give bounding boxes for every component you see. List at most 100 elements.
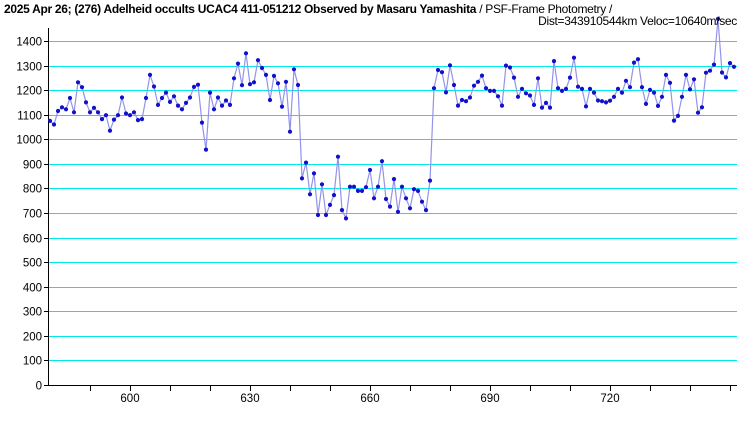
data-point <box>399 184 405 189</box>
data-point <box>131 110 137 115</box>
chart-subtitle: Dist=343910544km Veloc=10640m/sec <box>538 14 737 28</box>
data-point <box>603 100 609 105</box>
data-point <box>331 193 337 198</box>
data-point <box>639 85 645 90</box>
data-point <box>455 103 461 108</box>
y-tick-label-300: 300 <box>23 307 42 319</box>
data-point <box>207 90 213 95</box>
data-point <box>715 16 721 21</box>
data-point <box>567 75 573 80</box>
y-tick-label-1000: 1000 <box>16 135 42 147</box>
data-point <box>575 84 581 89</box>
data-point <box>555 86 561 91</box>
data-point <box>195 82 201 87</box>
data-point <box>107 128 113 133</box>
data-point <box>451 82 457 88</box>
data-point <box>135 118 141 123</box>
data-point <box>431 86 437 91</box>
data-point <box>111 117 117 122</box>
data-point <box>583 104 589 109</box>
data-point <box>299 176 305 181</box>
y-tick-label-1400: 1400 <box>16 37 42 49</box>
data-point <box>415 188 421 193</box>
data-point <box>623 78 629 83</box>
data-point <box>631 60 637 65</box>
data-point <box>311 171 317 176</box>
data-point <box>155 102 161 107</box>
data-point <box>251 80 257 85</box>
data-point <box>175 103 181 108</box>
data-point <box>211 107 217 112</box>
y-tick-label-1300: 1300 <box>16 62 42 74</box>
data-point <box>535 76 541 81</box>
data-point <box>115 113 121 118</box>
data-point <box>479 73 485 78</box>
data-point <box>87 110 93 115</box>
y-tick-label-900: 900 <box>23 160 42 172</box>
data-point <box>287 129 293 134</box>
data-point <box>79 85 85 90</box>
data-point <box>143 95 149 101</box>
data-point <box>319 182 325 187</box>
data-point <box>691 77 697 82</box>
data-point <box>475 79 481 84</box>
data-point <box>223 98 229 103</box>
data-point <box>71 110 77 115</box>
data-point <box>667 80 673 85</box>
data-point <box>627 85 633 90</box>
data-point <box>55 108 61 114</box>
x-tick-label-630: 630 <box>240 393 259 405</box>
data-point <box>383 196 389 202</box>
data-point <box>427 178 433 183</box>
data-point <box>151 84 157 89</box>
data-point <box>571 55 577 60</box>
data-point <box>215 95 221 100</box>
data-point <box>295 82 301 88</box>
data-point <box>443 90 449 95</box>
x-axis-ticks: 600 630 660 690 720 <box>90 386 731 405</box>
light-curve-points <box>47 16 737 221</box>
data-point <box>719 70 725 75</box>
data-point <box>447 63 453 68</box>
y-tick-label-1200: 1200 <box>16 86 42 98</box>
data-point <box>495 94 501 99</box>
data-point <box>47 118 53 123</box>
data-point <box>243 51 249 56</box>
x-tick-label-660: 660 <box>360 393 379 405</box>
y-tick-label-500: 500 <box>23 258 42 270</box>
data-point <box>471 83 477 88</box>
data-point <box>483 86 489 91</box>
data-point <box>359 188 365 193</box>
data-point <box>91 105 97 110</box>
data-point <box>595 98 601 103</box>
y-tick-label-800: 800 <box>23 184 42 196</box>
data-point <box>239 83 245 88</box>
data-point <box>323 212 329 218</box>
light-curve-line <box>49 18 735 221</box>
data-point <box>327 202 333 207</box>
data-point <box>379 159 385 164</box>
data-point <box>615 86 621 91</box>
data-point <box>187 95 193 100</box>
data-point <box>531 102 537 107</box>
y-tick-label-0: 0 <box>36 381 42 393</box>
data-point <box>687 87 693 92</box>
data-point <box>247 82 253 87</box>
data-point <box>411 187 417 192</box>
data-point <box>139 117 145 122</box>
chart-title: 2025 Apr 26; (276) Adelheid occults UCAC… <box>4 2 612 16</box>
data-point <box>219 103 225 108</box>
data-point <box>655 103 661 108</box>
data-point <box>231 76 237 81</box>
data-point <box>491 88 497 93</box>
data-point <box>123 111 129 116</box>
data-point <box>699 105 705 110</box>
data-point <box>283 79 289 84</box>
data-point <box>163 90 169 95</box>
y-tick-label-600: 600 <box>23 234 42 246</box>
gridlines <box>48 41 737 361</box>
data-point <box>255 58 261 63</box>
data-point <box>179 107 185 112</box>
data-point <box>127 113 133 118</box>
data-point <box>659 94 665 99</box>
